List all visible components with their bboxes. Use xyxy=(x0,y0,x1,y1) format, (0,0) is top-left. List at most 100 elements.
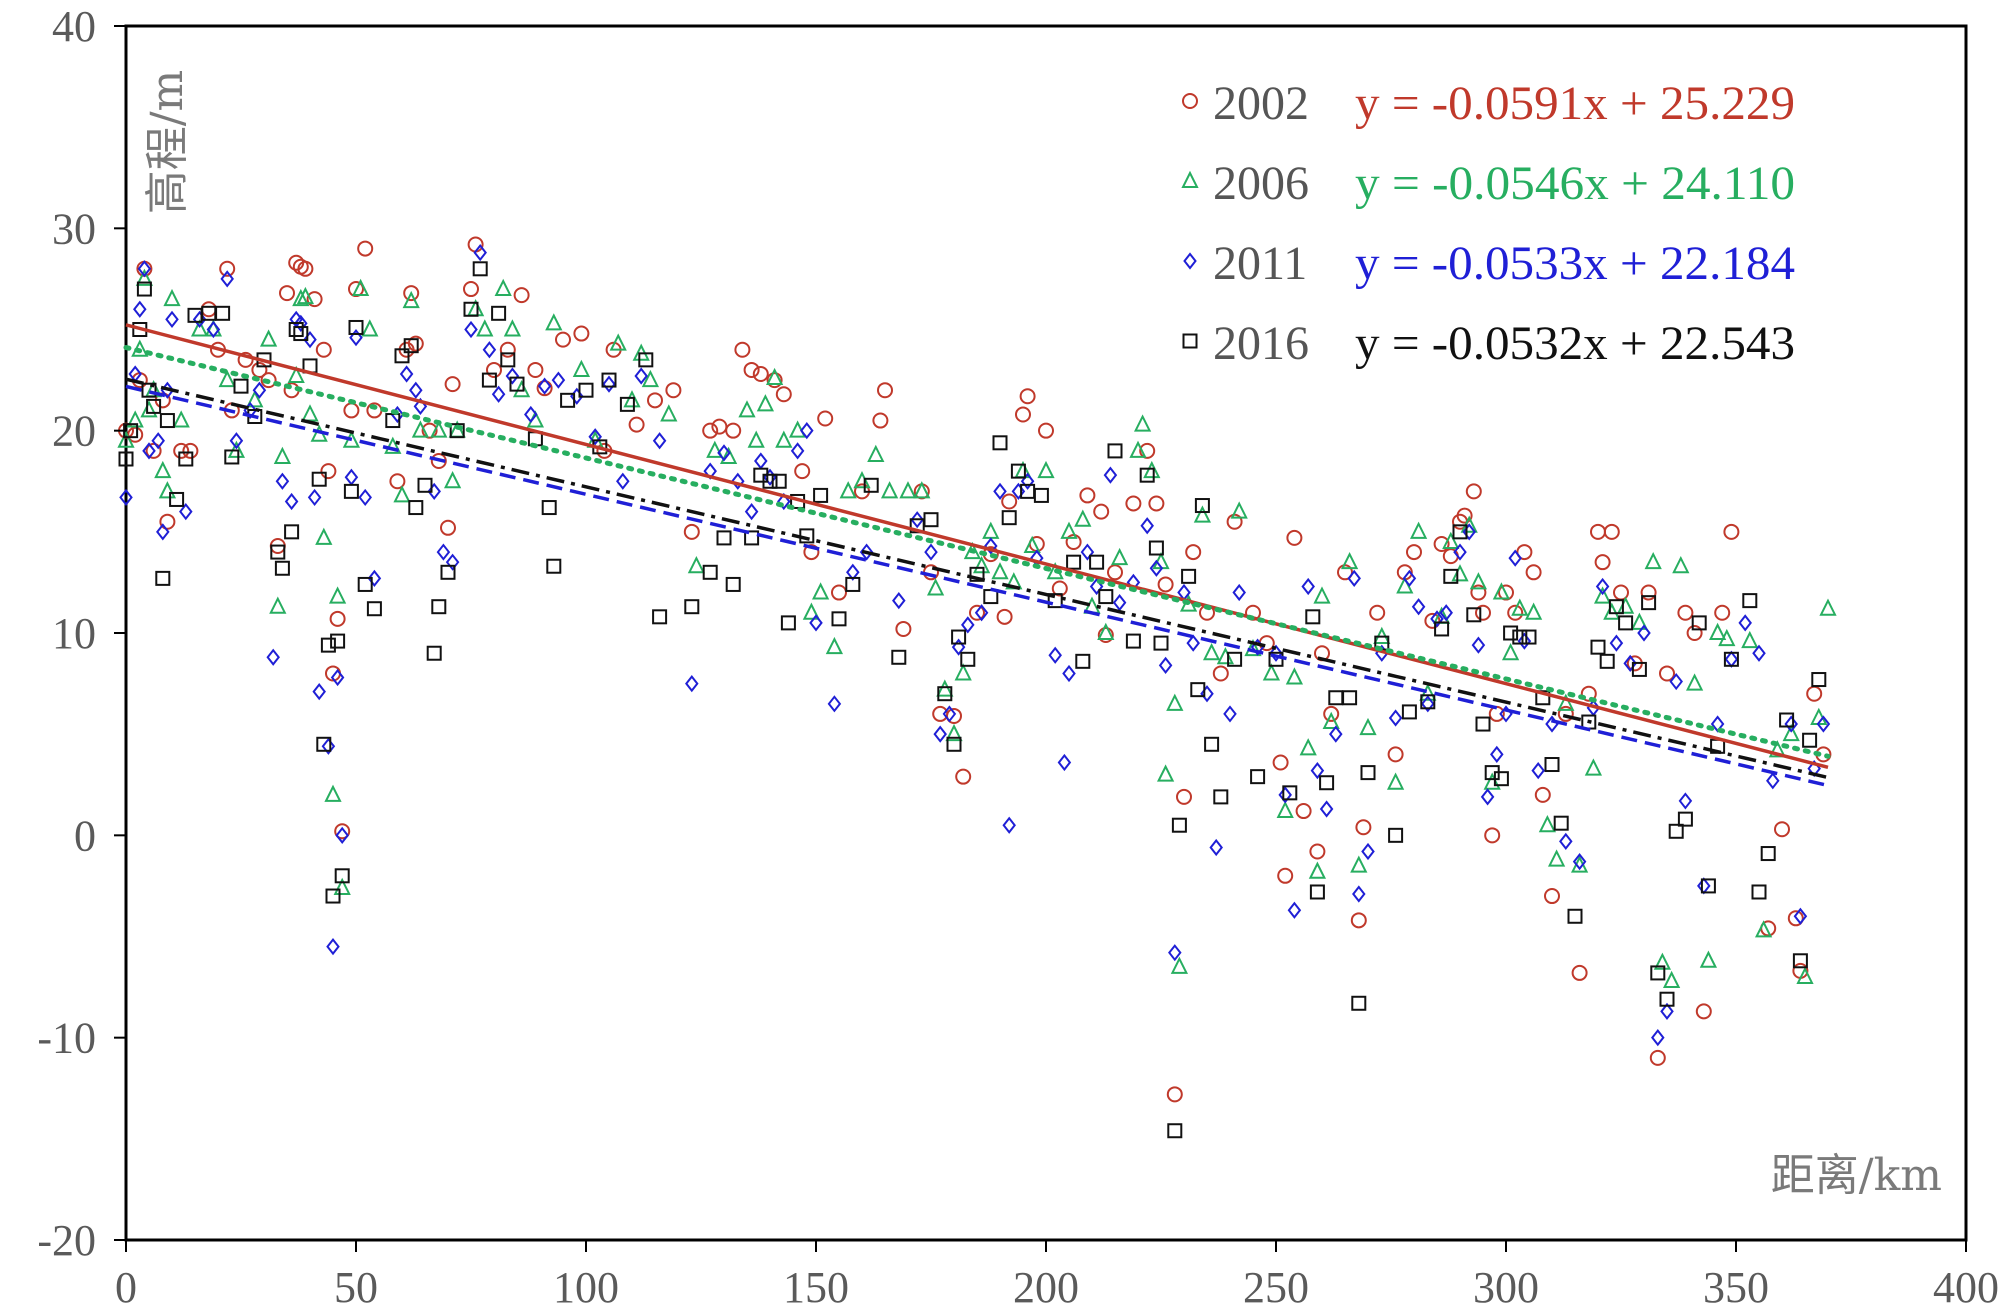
data-point-2006 xyxy=(765,367,784,386)
data-point-2002 xyxy=(440,519,456,536)
data-point-2006 xyxy=(623,390,641,408)
data-point-2016 xyxy=(357,576,373,592)
data-point-2002 xyxy=(1534,786,1551,803)
data-point-2016 xyxy=(224,449,240,465)
data-point-2002 xyxy=(430,453,447,470)
data-point-2011 xyxy=(1531,761,1545,780)
data-point-2002 xyxy=(159,513,176,530)
data-point-2016 xyxy=(284,524,300,540)
trend-line-2011 xyxy=(125,384,1829,788)
data-point-2011 xyxy=(685,674,699,693)
data-point-2011 xyxy=(933,725,947,743)
y-tick-label: -20 xyxy=(37,1216,96,1265)
data-point-2011 xyxy=(445,553,460,571)
data-point-2006 xyxy=(972,555,991,574)
data-point-2002 xyxy=(1774,821,1790,838)
data-point-2002 xyxy=(237,351,254,368)
data-point-2011 xyxy=(984,537,998,555)
data-point-2006 xyxy=(1133,414,1152,432)
data-point-2006 xyxy=(384,436,402,454)
data-point-2011 xyxy=(326,937,340,956)
data-point-2016 xyxy=(215,305,231,321)
data-point-2002 xyxy=(1157,576,1174,593)
data-point-2011 xyxy=(1572,853,1587,871)
data-point-2016 xyxy=(845,576,861,592)
data-point-2016 xyxy=(1309,884,1325,900)
data-point-2006 xyxy=(172,410,190,428)
data-point-2002 xyxy=(145,442,162,459)
data-point-2006 xyxy=(926,578,945,596)
data-point-2011 xyxy=(616,472,630,490)
data-point-2006 xyxy=(135,268,154,286)
data-point-2002 xyxy=(260,372,277,389)
data-point-2016 xyxy=(1181,568,1197,584)
data-point-2006 xyxy=(1653,952,1672,970)
data-point-2006 xyxy=(1230,501,1248,519)
data-point-2002 xyxy=(219,260,236,277)
data-point-2002 xyxy=(725,422,742,439)
data-point-2006 xyxy=(756,394,775,412)
legend-marker-2016 xyxy=(1182,333,1198,349)
data-point-2011 xyxy=(482,341,497,359)
data-point-2002 xyxy=(1019,388,1036,405)
data-point-2016 xyxy=(578,382,594,398)
data-point-2006 xyxy=(936,679,954,697)
data-point-2016 xyxy=(946,736,962,752)
data-point-2006 xyxy=(324,784,342,802)
data-point-2006 xyxy=(1110,547,1129,566)
data-point-2006 xyxy=(393,485,411,503)
data-point-2011 xyxy=(777,492,791,511)
data-point-2011 xyxy=(827,695,842,713)
data-point-2002 xyxy=(1424,612,1441,629)
data-point-2016 xyxy=(141,382,157,398)
data-point-2011 xyxy=(220,270,234,288)
data-point-2016 xyxy=(1047,593,1063,609)
data-point-2011 xyxy=(859,543,874,561)
data-point-2006 xyxy=(1262,663,1281,681)
data-point-2002 xyxy=(1723,523,1740,540)
data-point-2002 xyxy=(1580,685,1597,702)
data-point-2011 xyxy=(993,482,1007,500)
y-tick-label: 0 xyxy=(74,811,96,860)
data-point-2011 xyxy=(1637,624,1651,642)
data-point-2006 xyxy=(402,290,420,309)
data-point-2011 xyxy=(284,492,299,511)
data-point-2011 xyxy=(942,705,957,723)
data-point-2016 xyxy=(288,322,304,337)
data-point-2016 xyxy=(1677,811,1693,827)
legend-equation-2011: y = -0.0533x + 22.184 xyxy=(1355,237,1795,290)
data-point-2011 xyxy=(652,432,667,450)
data-point-2016 xyxy=(1075,653,1091,669)
data-point-2006 xyxy=(117,430,135,448)
data-point-2002 xyxy=(1470,584,1487,601)
y-axis-title: 高程/m xyxy=(142,70,193,215)
data-point-2011 xyxy=(206,320,221,339)
data-point-2016 xyxy=(1388,827,1404,843)
data-point-2006 xyxy=(991,562,1009,580)
data-point-2006 xyxy=(1340,551,1359,570)
data-point-2002 xyxy=(752,366,769,383)
data-point-2016 xyxy=(1792,953,1808,969)
data-point-2002 xyxy=(831,584,847,601)
data-point-2006 xyxy=(738,400,756,418)
data-point-2016 xyxy=(725,576,741,592)
data-point-2006 xyxy=(494,278,512,297)
data-point-2011 xyxy=(809,614,823,632)
data-point-2002 xyxy=(1714,604,1731,621)
data-point-2006 xyxy=(1129,440,1147,458)
data-point-2002 xyxy=(1309,843,1326,860)
data-point-2011 xyxy=(1080,543,1095,561)
data-point-2011 xyxy=(275,472,290,490)
data-point-2011 xyxy=(358,488,372,507)
trend-line-2016 xyxy=(125,377,1829,780)
data-point-2006 xyxy=(1409,521,1428,539)
x-tick-label: 50 xyxy=(334,1263,378,1307)
data-point-2011 xyxy=(1766,772,1780,790)
data-point-2016 xyxy=(1066,554,1082,570)
data-point-2016 xyxy=(1503,625,1519,641)
data-point-2002 xyxy=(1350,912,1367,929)
data-point-2002 xyxy=(1212,665,1229,682)
data-point-2011 xyxy=(1453,543,1467,561)
data-point-2016 xyxy=(1342,690,1358,706)
data-point-2011 xyxy=(1660,1002,1674,1020)
